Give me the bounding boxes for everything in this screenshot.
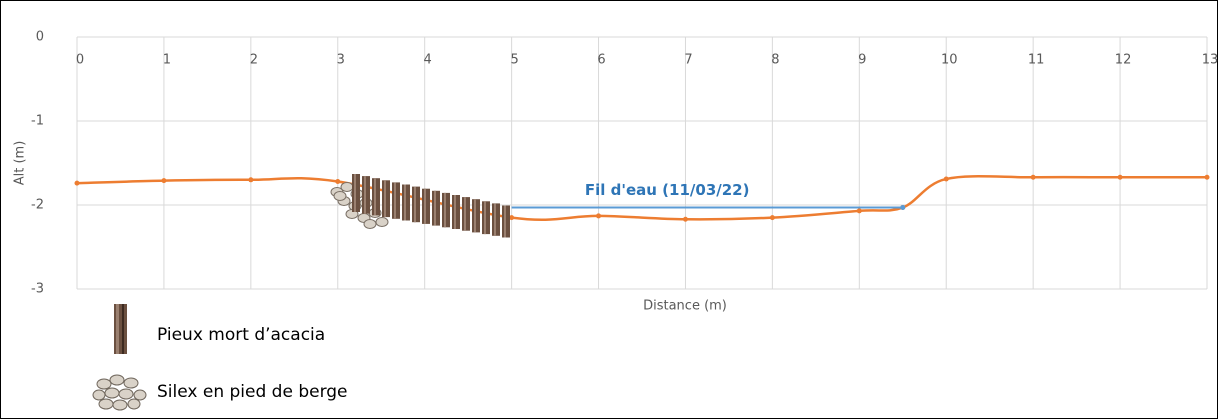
x-tick-label: 10 (941, 53, 958, 68)
pile-highlight (494, 203, 496, 235)
stone (364, 220, 376, 229)
x-tick-label: 0 (76, 53, 84, 68)
pile-icon (114, 304, 127, 354)
pile-highlight (484, 201, 486, 234)
point (770, 215, 775, 220)
pile-highlight (404, 185, 406, 221)
point (1031, 175, 1036, 180)
x-tick-label: 6 (597, 53, 605, 68)
x-tick-label: 7 (684, 53, 692, 68)
y-axis-title: Alt (m) (13, 141, 28, 186)
point (900, 205, 905, 210)
pile-highlight (464, 197, 466, 231)
point (1118, 175, 1123, 180)
x-tick-label: 12 (1115, 53, 1132, 68)
x-tick-label: 2 (250, 53, 258, 68)
x-tick-label: 9 (858, 53, 866, 68)
x-tick-label: 1 (163, 53, 171, 68)
chart: Alt (m) Distance (m) Pieux mort d’acacia… (0, 0, 1218, 419)
y-tick-label: -2 (31, 198, 44, 213)
x-axis-title: Distance (m) (643, 299, 727, 314)
y-tick-label: -3 (31, 282, 44, 297)
pile-highlight (434, 191, 436, 226)
pile-highlight (424, 189, 426, 224)
pile-highlight (474, 199, 476, 232)
point (596, 213, 601, 218)
stone (341, 183, 353, 192)
x-tick-label: 13 (1202, 53, 1218, 68)
x-tick-label: 11 (1028, 53, 1045, 68)
legend-label: Silex en pied de berge (157, 382, 348, 402)
point (1205, 175, 1210, 180)
stone (376, 218, 388, 227)
point (683, 217, 688, 222)
pile-highlight (444, 193, 446, 227)
x-tick-label: 5 (510, 53, 518, 68)
point (335, 179, 340, 184)
pile-highlight (364, 176, 366, 214)
pile-highlight (454, 195, 456, 229)
pile-highlight (354, 174, 356, 212)
stone (334, 192, 346, 201)
point (857, 208, 862, 213)
point (944, 176, 949, 181)
point (248, 177, 253, 182)
pile-highlight (384, 180, 386, 217)
pile-highlight (504, 206, 506, 238)
pile-highlight (414, 187, 416, 223)
x-tick-label: 4 (424, 53, 432, 68)
x-tick-label: 8 (771, 53, 779, 68)
point (75, 181, 80, 186)
series-label: Fil d'eau (11/03/22) (585, 181, 750, 199)
y-tick-label: -1 (31, 114, 44, 129)
pile-highlight (394, 182, 396, 218)
y-tick-label: 0 (36, 30, 44, 45)
pile-highlight (374, 178, 376, 215)
legend-label: Pieux mort d’acacia (157, 325, 325, 345)
point (161, 178, 166, 183)
x-tick-label: 3 (337, 53, 345, 68)
